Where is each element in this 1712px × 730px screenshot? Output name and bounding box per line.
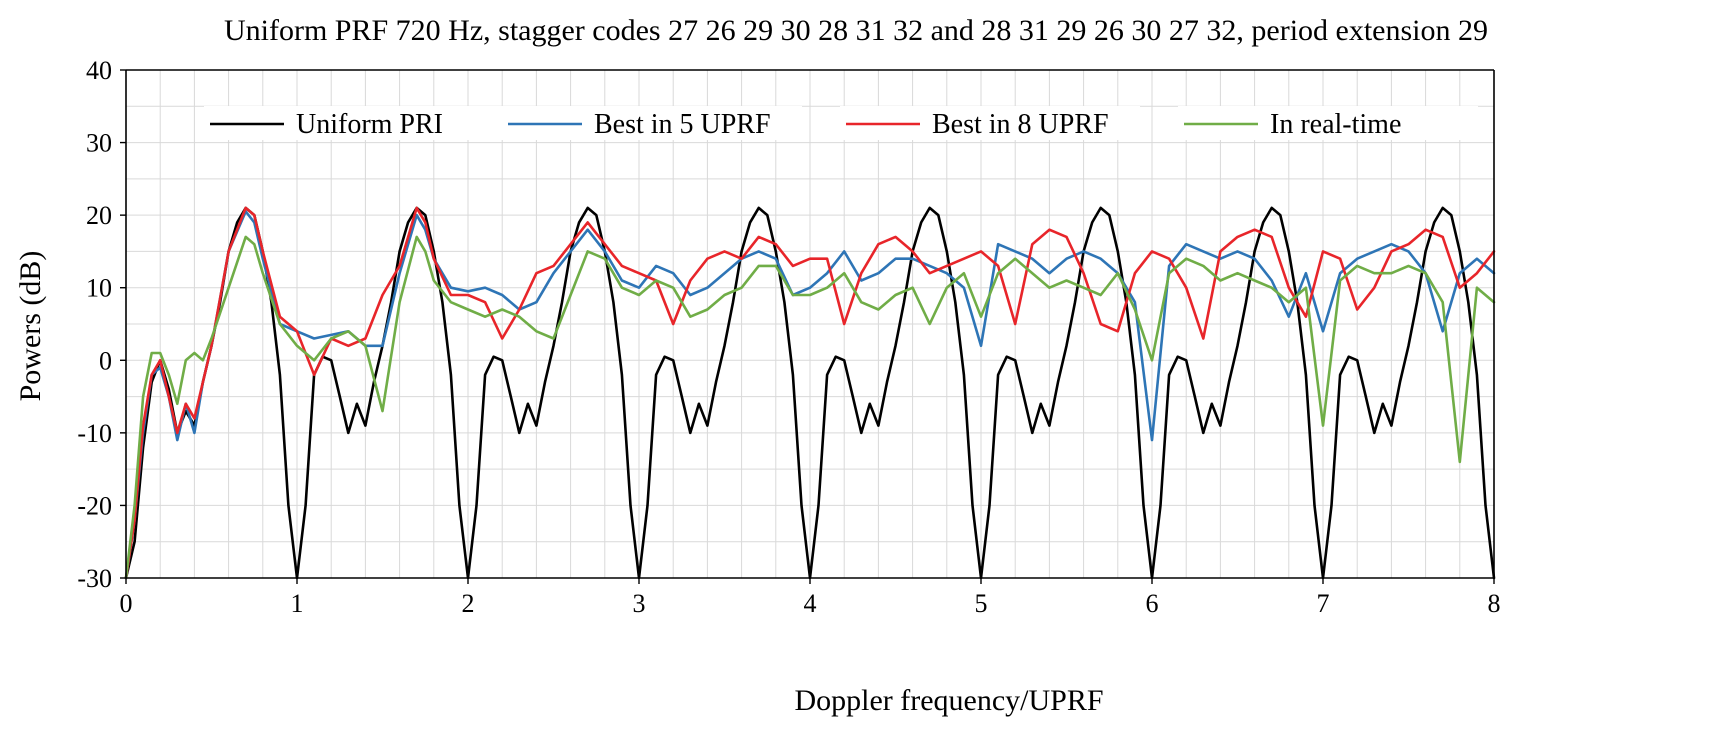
y-tick-label: 20	[86, 201, 112, 230]
x-tick-label: 2	[462, 589, 475, 618]
series-line-4	[124, 235, 1496, 580]
chart-title: Uniform PRF 720 Hz, stagger codes 27 26 …	[224, 14, 1488, 47]
x-tick-label: 4	[804, 589, 817, 618]
x-tick-label: 5	[975, 589, 988, 618]
legend-label: In real-time	[1270, 109, 1401, 140]
legend: Uniform PRI Best in 5 UPRF Best in 8 UPRF I…	[204, 106, 1478, 140]
x-axis-label: Doppler frequency/UPRF	[794, 684, 1103, 717]
legend-label: Best in 5 UPRF	[594, 109, 771, 140]
y-tick-label: -30	[77, 564, 112, 593]
x-tick-label: 1	[291, 589, 304, 618]
x-tick-label: 0	[120, 589, 133, 618]
x-tick-label: 6	[1146, 589, 1159, 618]
y-axis-label: Powers (dB)	[14, 251, 47, 402]
y-tick-label: 0	[99, 346, 112, 375]
y-tick-label: -20	[77, 491, 112, 520]
y-tick-label: 40	[86, 56, 112, 85]
legend-label: Uniform PRI	[296, 109, 443, 140]
x-tick-label: 8	[1488, 589, 1501, 618]
tick-labels: 0 1 2 3 4 5 6 7 8 -30 -20 -10 0 10 20 30 40	[77, 56, 1500, 618]
y-tick-label: 10	[86, 274, 112, 303]
legend-label: Best in 8 UPRF	[932, 109, 1109, 140]
grid-lines	[126, 70, 1494, 578]
y-tick-label: 30	[86, 129, 112, 158]
y-tick-label: -10	[77, 419, 112, 448]
series-line-2	[124, 210, 1496, 580]
series-line-3	[124, 206, 1496, 580]
x-tick-label: 7	[1317, 589, 1330, 618]
x-tick-label: 3	[633, 589, 646, 618]
